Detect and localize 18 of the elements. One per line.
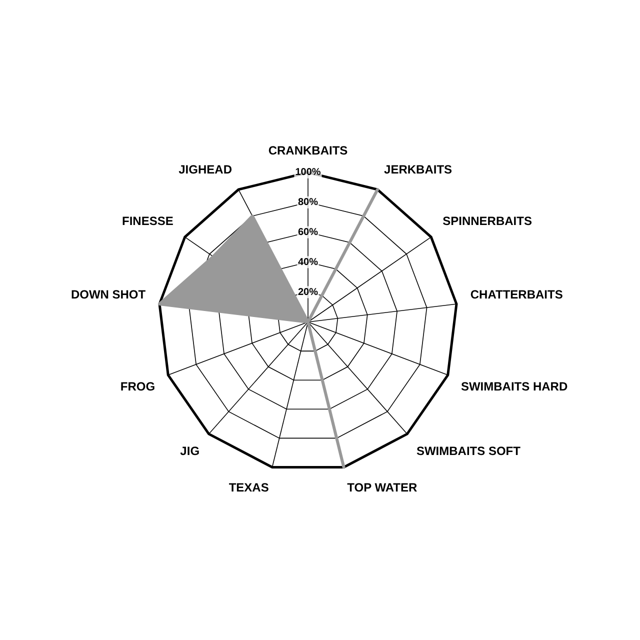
y-tick-label: 60% [298,227,318,238]
spoke-label: DOWN SHOT [70,287,146,302]
y-tick-label: 80% [298,197,318,208]
spoke-label: JIGHEAD [178,162,232,176]
y-tick-label: 100% [295,167,321,178]
y-tick-label: 40% [298,256,318,268]
y-tick-label: 20% [298,286,318,298]
spoke-label: TOP WATER [347,480,418,494]
spoke-label: JERKBAITS [384,162,452,176]
spoke-label: SWIMBAITS HARD [460,380,568,394]
spoke-label: TEXAS [228,480,269,494]
spoke-label: CRANKBAITS [268,144,348,158]
spoke-label: FINESSE [122,214,174,228]
spoke-label: JIG [180,444,200,458]
spoke-label: SPINNERBAITS [442,214,532,228]
spoke-label: FROG [120,380,156,394]
spoke-label: CHATTERBAITS [470,287,563,302]
spoke-label: SWIMBAITS SOFT [416,444,522,458]
